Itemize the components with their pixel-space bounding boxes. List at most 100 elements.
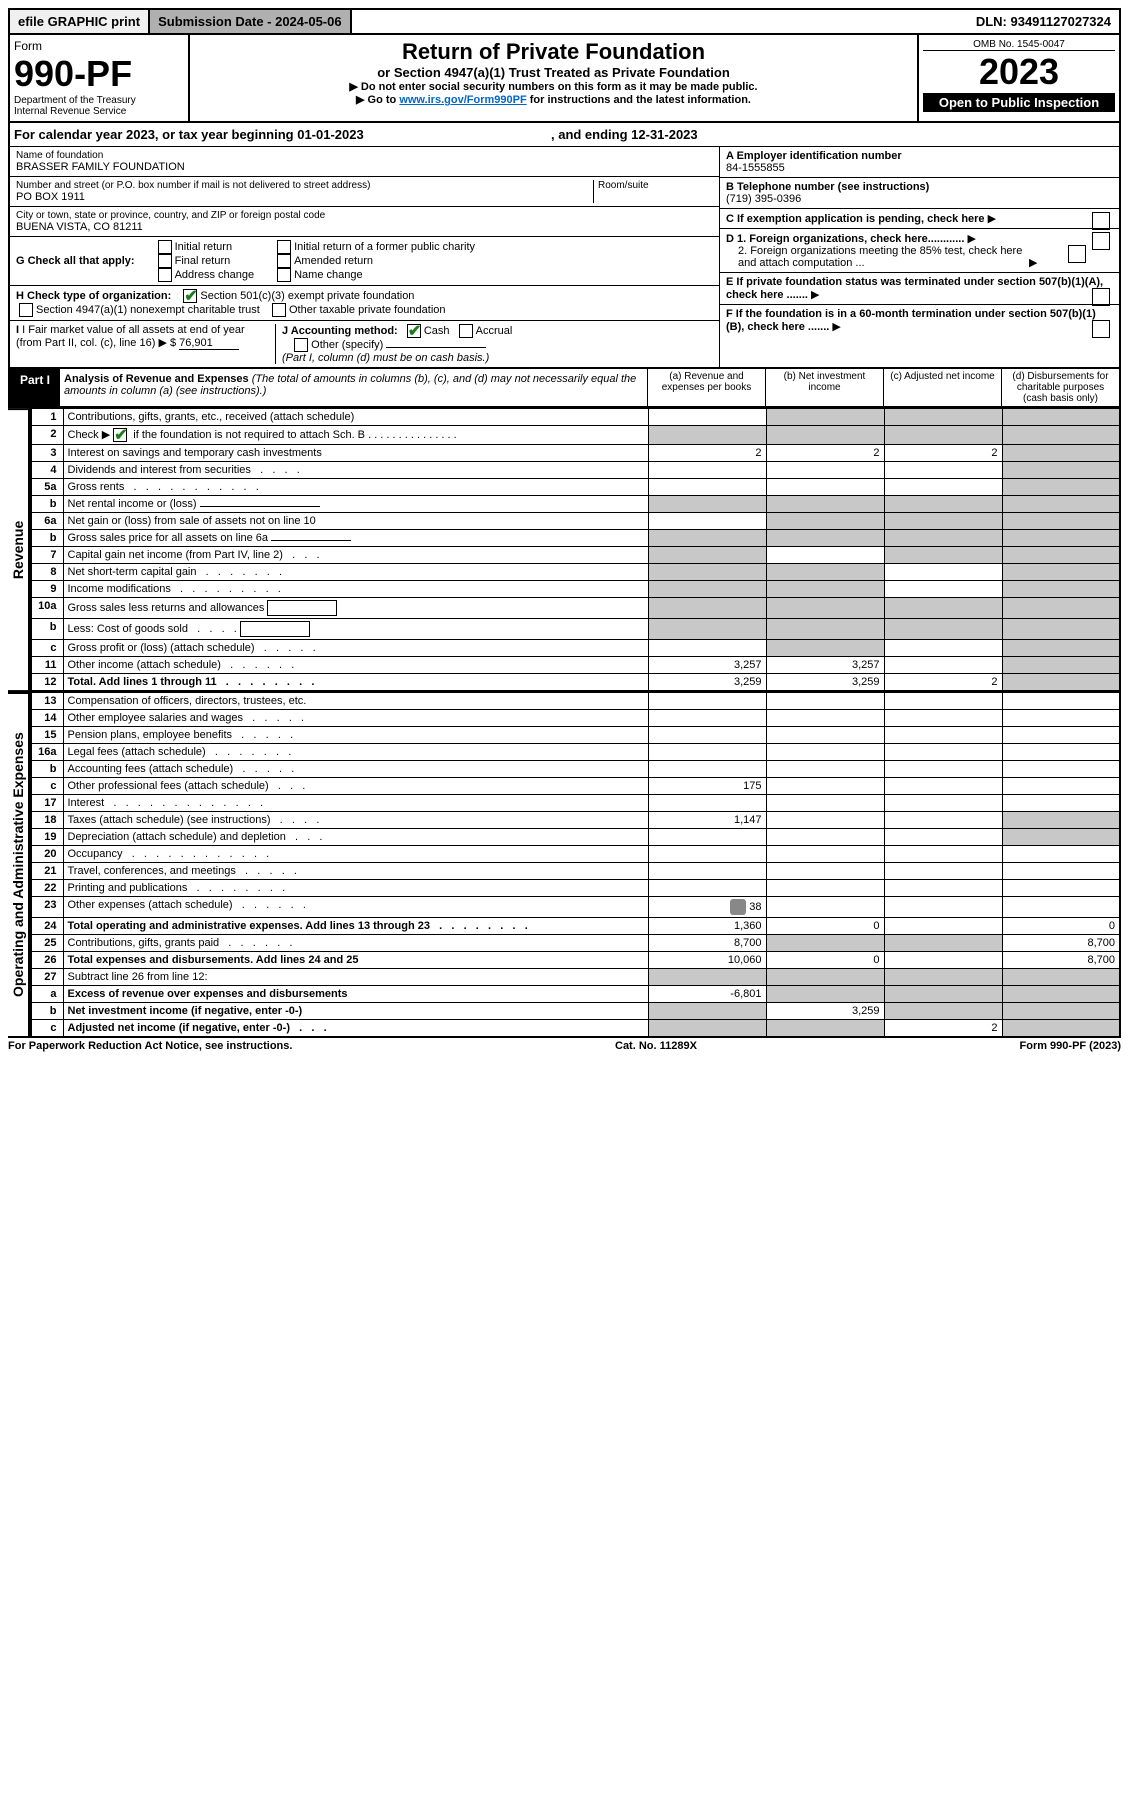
c-label: C If exemption application is pending, c… (726, 213, 985, 225)
opex-table: 13Compensation of officers, directors, t… (30, 692, 1121, 1038)
instr-ssn: ▶ Do not enter social security numbers o… (194, 80, 913, 93)
r2-label: Check ▶ if the foundation is not require… (63, 426, 648, 445)
d1-check[interactable] (1092, 232, 1110, 250)
r27b-label: Net investment income (if negative, ente… (63, 1003, 648, 1020)
name-change-check[interactable] (277, 268, 291, 282)
footer-right: Form 990-PF (2023) (1020, 1040, 1121, 1052)
r17-label: Interest . . . . . . . . . . . . . (63, 795, 648, 812)
addr-label: Number and street (or P.O. box number if… (16, 180, 593, 191)
e-label: E If private foundation status was termi… (726, 276, 1103, 301)
r11-b: 3,257 (766, 657, 884, 674)
r9-label: Income modifications . . . . . . . . . (63, 581, 648, 598)
phone-value: (719) 395-0396 (726, 193, 801, 205)
irs-label: Internal Revenue Service (14, 106, 184, 117)
a-label: A Employer identification number (726, 150, 902, 162)
g-label: G Check all that apply: (16, 255, 135, 267)
r11-a: 3,257 (648, 657, 766, 674)
r12-b: 3,259 (766, 674, 884, 692)
part1-header-row: Part I Analysis of Revenue and Expenses … (8, 369, 1121, 408)
foundation-name: BRASSER FAMILY FOUNDATION (16, 161, 713, 173)
r10b-label: Less: Cost of goods sold . . . . (63, 619, 648, 640)
b-label: B Telephone number (see instructions) (726, 181, 929, 193)
e-check[interactable] (1092, 288, 1110, 306)
r26-label: Total expenses and disbursements. Add li… (63, 952, 648, 969)
other-acct-label: Other (specify) (311, 339, 383, 351)
r19-label: Depreciation (attach schedule) and deple… (63, 829, 648, 846)
room-label: Room/suite (598, 180, 713, 191)
other-acct-line (386, 347, 486, 348)
cash-check[interactable] (407, 324, 421, 338)
opex-section: Operating and Administrative Expenses 13… (8, 692, 1121, 1038)
r27-label: Subtract line 26 from line 12: (63, 969, 648, 986)
address-change-check[interactable] (158, 268, 172, 282)
footer-mid: Cat. No. 11289X (615, 1040, 697, 1052)
submission-date: Submission Date - 2024-05-06 (150, 10, 352, 33)
other-acct-check[interactable] (294, 338, 308, 352)
r26-d: 8,700 (1002, 952, 1120, 969)
s501-check[interactable] (183, 289, 197, 303)
r7-label: Capital gain net income (from Part IV, l… (63, 547, 648, 564)
r23-label: Other expenses (attach schedule) . . . .… (63, 897, 648, 918)
f-check[interactable] (1092, 320, 1110, 338)
topbar: efile GRAPHIC print Submission Date - 20… (8, 8, 1121, 35)
efile-print[interactable]: efile GRAPHIC print (10, 10, 150, 33)
name-change-label: Name change (294, 269, 363, 281)
part1-title: Analysis of Revenue and Expenses (64, 373, 249, 385)
revenue-table: 1Contributions, gifts, grants, etc., rec… (30, 408, 1121, 692)
footer-left: For Paperwork Reduction Act Notice, see … (8, 1040, 292, 1052)
s4947-label: Section 4947(a)(1) nonexempt charitable … (36, 304, 260, 316)
r27c-c: 2 (884, 1020, 1002, 1038)
cal-year-end: , and ending 12-31-2023 (551, 127, 698, 142)
amended-check[interactable] (277, 254, 291, 268)
initial-return-check[interactable] (158, 240, 172, 254)
r5a-label: Gross rents . . . . . . . . . . . (63, 479, 648, 496)
final-return-check[interactable] (158, 254, 172, 268)
s501-label: Section 501(c)(3) exempt private foundat… (200, 290, 414, 302)
col-b-head: (b) Net investment income (765, 369, 883, 406)
accrual-check[interactable] (459, 324, 473, 338)
r5b-label: Net rental income or (loss) (63, 496, 648, 513)
r23-a: 38 (648, 897, 766, 918)
form-title: Return of Private Foundation (194, 39, 913, 65)
col-a-head: (a) Revenue and expenses per books (647, 369, 765, 406)
h-label: H Check type of organization: (16, 290, 171, 302)
info-block: Name of foundation BRASSER FAMILY FOUNDA… (8, 146, 1121, 369)
c-check[interactable] (1092, 212, 1110, 230)
open-public: Open to Public Inspection (923, 93, 1115, 112)
schb-check[interactable] (113, 428, 127, 442)
address-change-label: Address change (175, 269, 255, 281)
r15-label: Pension plans, employee benefits . . . .… (63, 727, 648, 744)
d2-check[interactable] (1068, 245, 1086, 263)
footer: For Paperwork Reduction Act Notice, see … (8, 1038, 1121, 1054)
name-label: Name of foundation (16, 150, 713, 161)
instr-post: for instructions and the latest informat… (527, 94, 751, 106)
r24-d: 0 (1002, 918, 1120, 935)
r26-b: 0 (766, 952, 884, 969)
other-tax-check[interactable] (272, 303, 286, 317)
s4947-check[interactable] (19, 303, 33, 317)
cash-label: Cash (424, 325, 450, 337)
r24-b: 0 (766, 918, 884, 935)
r25-label: Contributions, gifts, grants paid . . . … (63, 935, 648, 952)
col-c-head: (c) Adjusted net income (883, 369, 1001, 406)
r6b-label: Gross sales price for all assets on line… (63, 530, 648, 547)
city-label: City or town, state or province, country… (16, 210, 713, 221)
irs-link[interactable]: www.irs.gov/Form990PF (399, 94, 526, 106)
r14-label: Other employee salaries and wages . . . … (63, 710, 648, 727)
r27a-a: -6,801 (648, 986, 766, 1003)
r27b-b: 3,259 (766, 1003, 884, 1020)
i-label: I (16, 324, 19, 336)
tax-year: 2023 (923, 51, 1115, 93)
attach-icon[interactable] (730, 899, 746, 915)
ein-value: 84-1555855 (726, 162, 785, 174)
r8-label: Net short-term capital gain . . . . . . … (63, 564, 648, 581)
cal-year-begin: For calendar year 2023, or tax year begi… (14, 127, 364, 142)
initial-return-label: Initial return (175, 241, 232, 253)
form-header: Form 990-PF Department of the Treasury I… (8, 35, 1121, 123)
revenue-side-label: Revenue (8, 408, 30, 692)
form-subtitle: or Section 4947(a)(1) Trust Treated as P… (194, 65, 913, 80)
calendar-year-row: For calendar year 2023, or tax year begi… (8, 123, 1121, 146)
initial-former-check[interactable] (277, 240, 291, 254)
part1-tag: Part I (10, 369, 60, 406)
r12-c: 2 (884, 674, 1002, 692)
